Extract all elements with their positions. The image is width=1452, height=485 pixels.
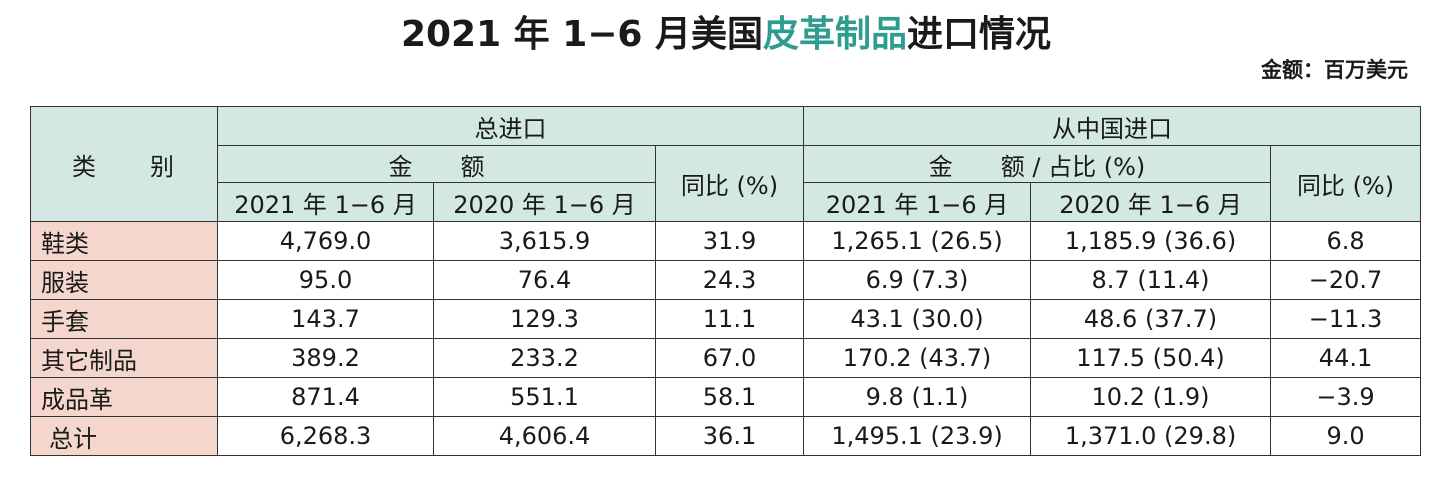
cell-total-2020: 233.2 — [433, 338, 656, 378]
header-from-china: 从中国进口 — [803, 106, 1422, 146]
cell-china-yoy: 9.0 — [1270, 416, 1422, 456]
row-category: 成品革 — [30, 377, 218, 417]
cell-total-2020: 3,615.9 — [433, 221, 656, 261]
cell-china-2020: 8.7 (11.4) — [1030, 260, 1272, 300]
cell-china-yoy: −20.7 — [1270, 260, 1422, 300]
header-china-amount-share: 金 额 / 占比 (%) — [803, 145, 1272, 183]
row-category: 鞋类 — [30, 221, 218, 261]
cell-total-2020: 551.1 — [433, 377, 656, 417]
cell-total-2020: 129.3 — [433, 299, 656, 339]
title-highlight: 皮革制品 — [763, 14, 908, 55]
table-row: 手套 143.7 129.3 11.1 43.1 (30.0) 48.6 (37… — [30, 299, 1422, 339]
cell-china-2020: 1,185.9 (36.6) — [1030, 221, 1272, 261]
cell-china-yoy: −3.9 — [1270, 377, 1422, 417]
cell-china-yoy: 44.1 — [1270, 338, 1422, 378]
cell-total-yoy: 67.0 — [654, 338, 805, 378]
cell-china-2021: 6.9 (7.3) — [803, 260, 1032, 300]
row-category: 其它制品 — [30, 338, 218, 378]
cell-total-2021: 4,769.0 — [217, 221, 434, 261]
cell-total-2020: 4,606.4 — [433, 416, 656, 456]
cell-china-yoy: −11.3 — [1270, 299, 1422, 339]
title-suffix: 进口情况 — [907, 14, 1052, 55]
header-china-2021: 2021 年 1−6 月 — [803, 182, 1032, 222]
header-total-amount: 金 额 — [217, 145, 656, 183]
cell-china-yoy: 6.8 — [1270, 221, 1422, 261]
cell-total-yoy: 36.1 — [654, 416, 805, 456]
table-row: 总计 6,268.3 4,606.4 36.1 1,495.1 (23.9) 1… — [30, 416, 1422, 456]
cell-total-2021: 95.0 — [217, 260, 434, 300]
cell-total-2020: 76.4 — [433, 260, 656, 300]
header-total-import: 总进口 — [216, 106, 805, 146]
cell-china-2020: 10.2 (1.9) — [1030, 377, 1272, 417]
header-china-2020: 2020 年 1−6 月 — [1030, 182, 1272, 222]
header-total-2020: 2020 年 1−6 月 — [433, 182, 656, 222]
table-row: 服装 95.0 76.4 24.3 6.9 (7.3) 8.7 (11.4) −… — [30, 260, 1422, 300]
cell-total-2021: 389.2 — [217, 338, 434, 378]
header-category: 类 别 — [30, 106, 218, 222]
title-prefix: 2021 年 1−6 月美国 — [400, 14, 764, 55]
cell-total-2021: 143.7 — [217, 299, 434, 339]
row-category: 服装 — [30, 260, 218, 300]
cell-china-2021: 1,265.1 (26.5) — [803, 221, 1032, 261]
row-category: 总计 — [30, 416, 218, 456]
table-row: 其它制品 389.2 233.2 67.0 170.2 (43.7) 117.5… — [30, 338, 1422, 378]
cell-china-2020: 48.6 (37.7) — [1030, 299, 1272, 339]
cell-china-2021: 43.1 (30.0) — [803, 299, 1032, 339]
cell-china-2021: 1,495.1 (23.9) — [803, 416, 1032, 456]
cell-total-yoy: 58.1 — [654, 377, 805, 417]
table-row: 鞋类 4,769.0 3,615.9 31.9 1,265.1 (26.5) 1… — [30, 221, 1422, 261]
row-category: 手套 — [30, 299, 218, 339]
import-table: 类 别 总进口 从中国进口 金 额 同比 (%) 金 额 / 占比 (%) 同比… — [30, 106, 1422, 456]
cell-total-2021: 6,268.3 — [217, 416, 434, 456]
cell-total-yoy: 31.9 — [654, 221, 805, 261]
table-row: 成品革 871.4 551.1 58.1 9.8 (1.1) 10.2 (1.9… — [30, 377, 1422, 417]
header-total-yoy: 同比 (%) — [654, 145, 805, 222]
page-title: 2021 年 1−6 月美国皮革制品进口情况 — [0, 12, 1452, 58]
cell-china-2021: 9.8 (1.1) — [803, 377, 1032, 417]
cell-total-yoy: 11.1 — [654, 299, 805, 339]
cell-china-2020: 117.5 (50.4) — [1030, 338, 1272, 378]
cell-total-2021: 871.4 — [217, 377, 434, 417]
header-china-yoy: 同比 (%) — [1270, 145, 1422, 222]
cell-total-yoy: 24.3 — [654, 260, 805, 300]
cell-china-2020: 1,371.0 (29.8) — [1030, 416, 1272, 456]
unit-label: 金额：百万美元 — [1261, 58, 1408, 82]
header-total-2021: 2021 年 1−6 月 — [217, 182, 434, 222]
cell-china-2021: 170.2 (43.7) — [803, 338, 1032, 378]
